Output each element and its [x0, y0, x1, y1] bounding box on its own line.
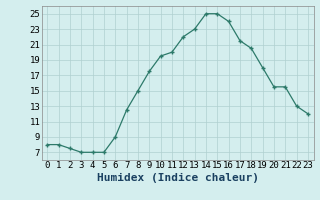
X-axis label: Humidex (Indice chaleur): Humidex (Indice chaleur)	[97, 173, 259, 183]
